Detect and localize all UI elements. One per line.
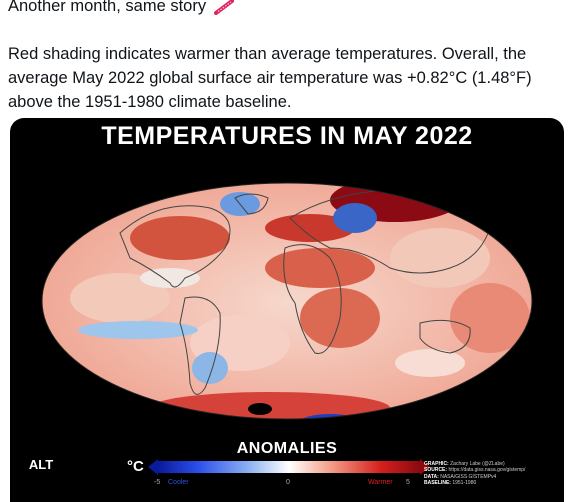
graphic-credits: GRAPHIC: Zachary Labe (@ZLabe) SOURCE: h… <box>424 461 526 486</box>
colorbar-min: -5 <box>154 479 161 486</box>
unit-label: °C <box>127 458 144 475</box>
tweet-line-3: average May 2022 global surface air temp… <box>8 69 532 87</box>
colorbar-cooler: Cooler <box>168 479 189 486</box>
colorbar-max: 5 <box>406 479 410 486</box>
temperature-anomaly-map <box>41 182 533 475</box>
thermometer-icon <box>213 0 234 15</box>
tweet-text: Another month, same story Red shading in… <box>8 0 568 114</box>
map-title: TEMPERATURES IN MAY 2022 <box>101 122 473 150</box>
tweet-line-2: Red shading indicates warmer than averag… <box>8 45 527 63</box>
colorbar-mid: 0 <box>286 479 290 486</box>
tweet-line-4: above the 1951-1980 climate baseline. <box>8 93 292 111</box>
alt-text-button[interactable]: ALT <box>22 454 60 476</box>
colorbar-warmer: Warmer <box>368 479 393 486</box>
tweet-media-image[interactable]: TEMPERATURES IN MAY 2022 <box>10 118 564 502</box>
tweet-line-1: Another month, same story <box>8 0 207 15</box>
legend-title: ANOMALIES <box>236 440 338 457</box>
